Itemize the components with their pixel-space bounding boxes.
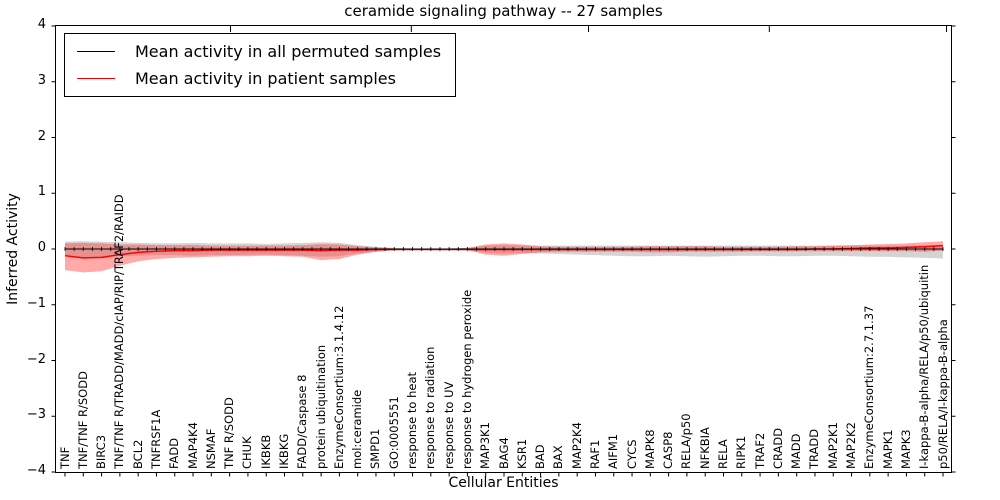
legend-label: Mean activity in all permuted samples bbox=[135, 42, 442, 61]
black-line-sample-icon bbox=[77, 51, 115, 52]
plot-area: Mean activity in all permuted samples Me… bbox=[51, 25, 956, 477]
chart-title: ceramide signaling pathway -- 27 samples bbox=[344, 2, 663, 20]
y-tick-label: 1 bbox=[37, 184, 46, 200]
y-tick-label: 4 bbox=[37, 17, 46, 32]
y-tick-label: −4 bbox=[26, 463, 46, 478]
y-tick-label: 0 bbox=[37, 240, 46, 255]
y-tick-label: −3 bbox=[26, 407, 46, 423]
legend-label: Mean activity in patient samples bbox=[135, 69, 396, 88]
y-tick-label: −2 bbox=[26, 351, 46, 367]
legend-entry-permuted: Mean activity in all permuted samples bbox=[77, 42, 441, 61]
legend-entry-patient: Mean activity in patient samples bbox=[77, 69, 441, 88]
red-line-sample-icon bbox=[77, 78, 115, 79]
legend: Mean activity in all permuted samples Me… bbox=[64, 33, 457, 97]
y-tick-label: 3 bbox=[37, 72, 46, 88]
plot-canvas bbox=[51, 25, 956, 477]
x-axis-label: Cellular Entities bbox=[448, 475, 559, 491]
y-tick-label: −1 bbox=[26, 295, 46, 311]
y-tick-label: 2 bbox=[37, 128, 46, 144]
